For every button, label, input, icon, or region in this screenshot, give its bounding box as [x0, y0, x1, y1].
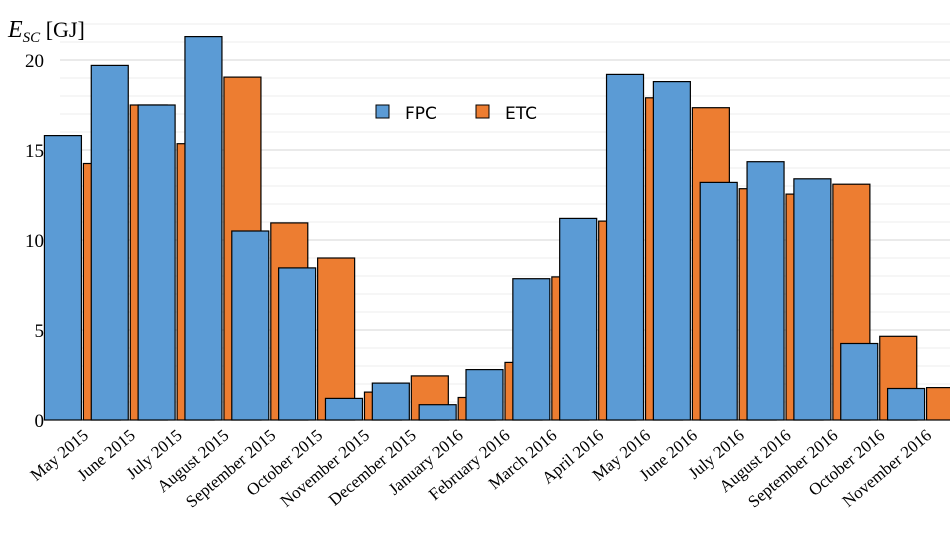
bar-fpc [512, 278, 551, 421]
bar-etc [925, 387, 950, 421]
legend-label-fpc: FPC [405, 104, 437, 124]
bar-fpc [371, 382, 410, 421]
bar-fpc [840, 342, 879, 421]
bars [43, 35, 950, 421]
y-axis-label: ESC [GJ] [7, 17, 85, 46]
legend: FPC ETC [375, 104, 537, 124]
bar-fpc [418, 404, 457, 421]
bar-fpc [465, 369, 504, 421]
bar-fpc [652, 80, 691, 421]
y-axis-ticks: 0 5 10 15 20 [25, 51, 44, 432]
legend-label-etc: ETC [505, 104, 537, 124]
bar-fpc [886, 387, 926, 421]
bar-fpc [137, 104, 176, 421]
bar-fpc [605, 73, 645, 421]
legend-swatch-fpc [375, 104, 390, 119]
bar-fpc [559, 217, 598, 421]
y-tick-label: 15 [25, 141, 44, 162]
y-tick-label: 20 [25, 51, 44, 72]
bar-fpc [324, 397, 364, 421]
bar-fpc [793, 178, 832, 421]
bar-fpc [231, 230, 270, 421]
legend-swatch-etc [475, 104, 490, 119]
y-label-unit: [GJ] [40, 17, 85, 42]
y-label-sub: SC [23, 30, 42, 46]
bar-etc [317, 257, 356, 421]
bar-fpc [184, 35, 223, 421]
bar-fpc [278, 267, 317, 421]
bar-fpc [43, 135, 83, 421]
bar-fpc [746, 161, 785, 421]
y-label-main: E [7, 17, 23, 43]
bar-fpc [699, 181, 738, 421]
y-tick-label: 0 [35, 411, 45, 432]
bar-fpc [90, 64, 129, 421]
y-tick-label: 5 [35, 321, 45, 342]
y-tick-label: 10 [25, 231, 44, 252]
